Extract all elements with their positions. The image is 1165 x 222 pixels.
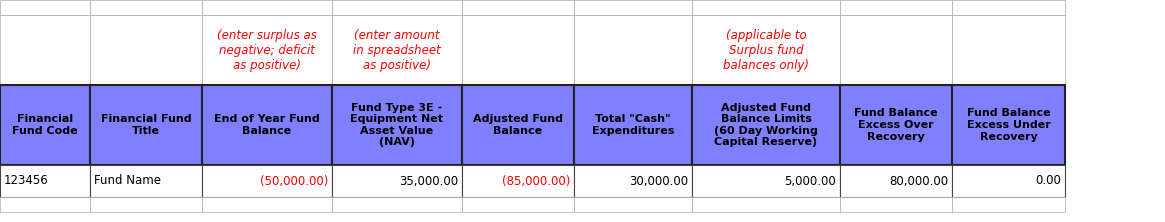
Text: 0.00: 0.00 — [1036, 174, 1061, 188]
Text: (enter amount
in spreadsheet
as positive): (enter amount in spreadsheet as positive… — [353, 28, 440, 71]
Bar — [202, 0, 332, 15]
Text: Total "Cash"
Expenditures: Total "Cash" Expenditures — [592, 114, 675, 136]
Text: End of Year Fund
Balance: End of Year Fund Balance — [214, 114, 320, 136]
Text: Financial Fund
Title: Financial Fund Title — [100, 114, 191, 136]
Bar — [0, 0, 90, 15]
Bar — [952, 15, 1065, 85]
Bar — [840, 0, 952, 15]
Bar — [692, 197, 840, 212]
Bar — [692, 165, 840, 197]
Text: 35,000.00: 35,000.00 — [398, 174, 458, 188]
Bar — [463, 15, 574, 85]
Bar — [202, 85, 332, 165]
Bar — [202, 165, 332, 197]
Bar — [463, 197, 574, 212]
Text: (applicable to
Surplus fund
balances only): (applicable to Surplus fund balances onl… — [723, 28, 809, 71]
Bar — [692, 0, 840, 15]
Text: Adjusted Fund
Balance: Adjusted Fund Balance — [473, 114, 563, 136]
Bar — [574, 85, 692, 165]
Bar — [840, 197, 952, 212]
Bar — [0, 197, 90, 212]
Text: 80,000.00: 80,000.00 — [889, 174, 948, 188]
Bar — [0, 165, 90, 197]
Bar — [840, 15, 952, 85]
Bar — [692, 85, 840, 165]
Bar — [692, 15, 840, 85]
Text: 30,000.00: 30,000.00 — [629, 174, 689, 188]
Bar — [574, 197, 692, 212]
Bar — [332, 85, 463, 165]
Text: (85,000.00): (85,000.00) — [502, 174, 570, 188]
Bar — [463, 165, 574, 197]
Bar — [463, 85, 574, 165]
Bar — [952, 197, 1065, 212]
Bar — [90, 0, 202, 15]
Bar — [840, 85, 952, 165]
Bar — [952, 0, 1065, 15]
Bar — [574, 165, 692, 197]
Text: Fund Balance
Excess Over
Recovery: Fund Balance Excess Over Recovery — [854, 108, 938, 142]
Bar — [90, 165, 202, 197]
Bar — [0, 15, 90, 85]
Text: (50,000.00): (50,000.00) — [260, 174, 329, 188]
Bar — [332, 0, 463, 15]
Bar — [952, 85, 1065, 165]
Bar — [952, 165, 1065, 197]
Text: 5,000.00: 5,000.00 — [784, 174, 836, 188]
Text: Fund Name: Fund Name — [94, 174, 161, 188]
Text: (enter surplus as
negative; deficit
as positive): (enter surplus as negative; deficit as p… — [217, 28, 317, 71]
Bar — [90, 85, 202, 165]
Text: Fund Type 3E -
Equipment Net
Asset Value
(NAV): Fund Type 3E - Equipment Net Asset Value… — [351, 103, 444, 147]
Bar — [332, 197, 463, 212]
Bar — [202, 15, 332, 85]
Text: 123456: 123456 — [3, 174, 49, 188]
Bar — [90, 15, 202, 85]
Bar — [90, 197, 202, 212]
Bar — [0, 85, 90, 165]
Text: Financial
Fund Code: Financial Fund Code — [12, 114, 78, 136]
Bar — [332, 15, 463, 85]
Bar — [574, 15, 692, 85]
Bar — [332, 165, 463, 197]
Bar — [463, 0, 574, 15]
Text: Fund Balance
Excess Under
Recovery: Fund Balance Excess Under Recovery — [967, 108, 1051, 142]
Bar — [574, 0, 692, 15]
Text: Adjusted Fund
Balance Limits
(60 Day Working
Capital Reserve): Adjusted Fund Balance Limits (60 Day Wor… — [714, 103, 818, 147]
Bar — [202, 197, 332, 212]
Bar — [840, 165, 952, 197]
